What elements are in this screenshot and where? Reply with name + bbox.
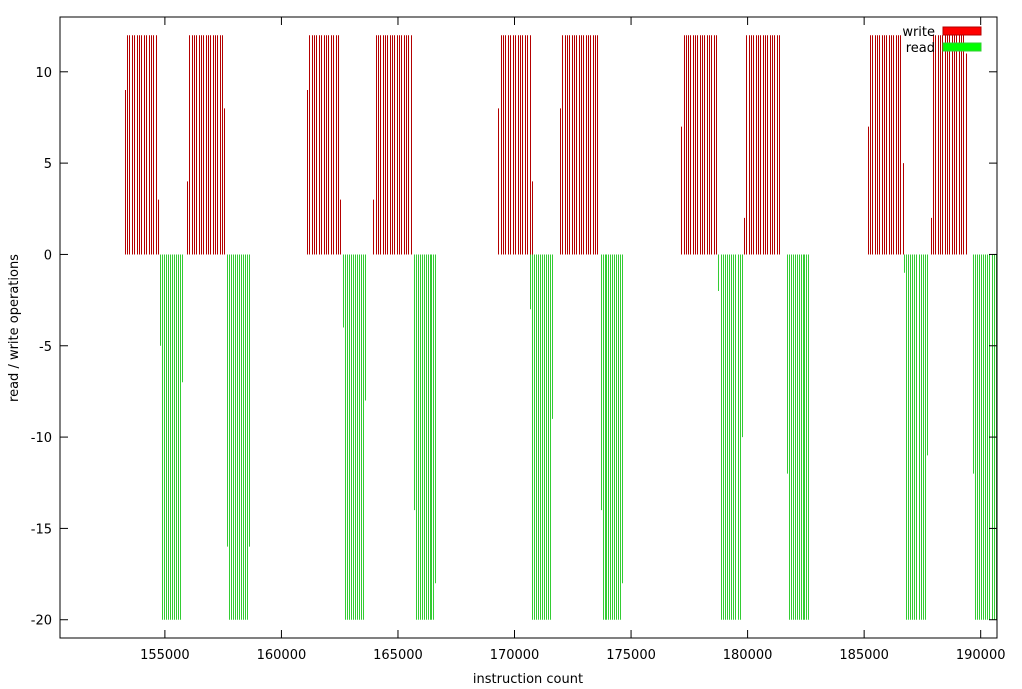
legend-label-read: read [906, 41, 935, 56]
axes-layer: 155000 160000 165000 170000 175000 180000 1850… [31, 17, 1006, 663]
y-tick-label: 10 [35, 66, 52, 81]
x-tick-label: 185000 [839, 648, 889, 663]
x-tick-label: 175000 [606, 648, 656, 663]
y-tick-label: -5 [39, 340, 52, 355]
y-tick-label: 5 [44, 157, 52, 172]
x-tick-label: 155000 [140, 648, 190, 663]
y-tick-label: -10 [31, 431, 52, 446]
legend-swatch-write [942, 26, 982, 36]
x-tick-label: 180000 [723, 648, 773, 663]
x-tick-label: 170000 [490, 648, 540, 663]
y-axis-label: read / write operations [7, 254, 22, 402]
x-tick-label: 160000 [257, 648, 307, 663]
y-tick-label: -20 [31, 614, 52, 629]
y-tick-label: 0 [44, 248, 52, 263]
y-tick-label: -15 [31, 522, 52, 537]
bars-layer [125, 35, 997, 620]
x-tick-label: 190000 [956, 648, 1006, 663]
legend-swatch-read [942, 42, 982, 52]
x-tick-label: 165000 [373, 648, 423, 663]
plot-frame [59, 16, 998, 639]
legend-label-write: write [902, 25, 935, 40]
x-axis-label: instruction count [473, 672, 583, 687]
